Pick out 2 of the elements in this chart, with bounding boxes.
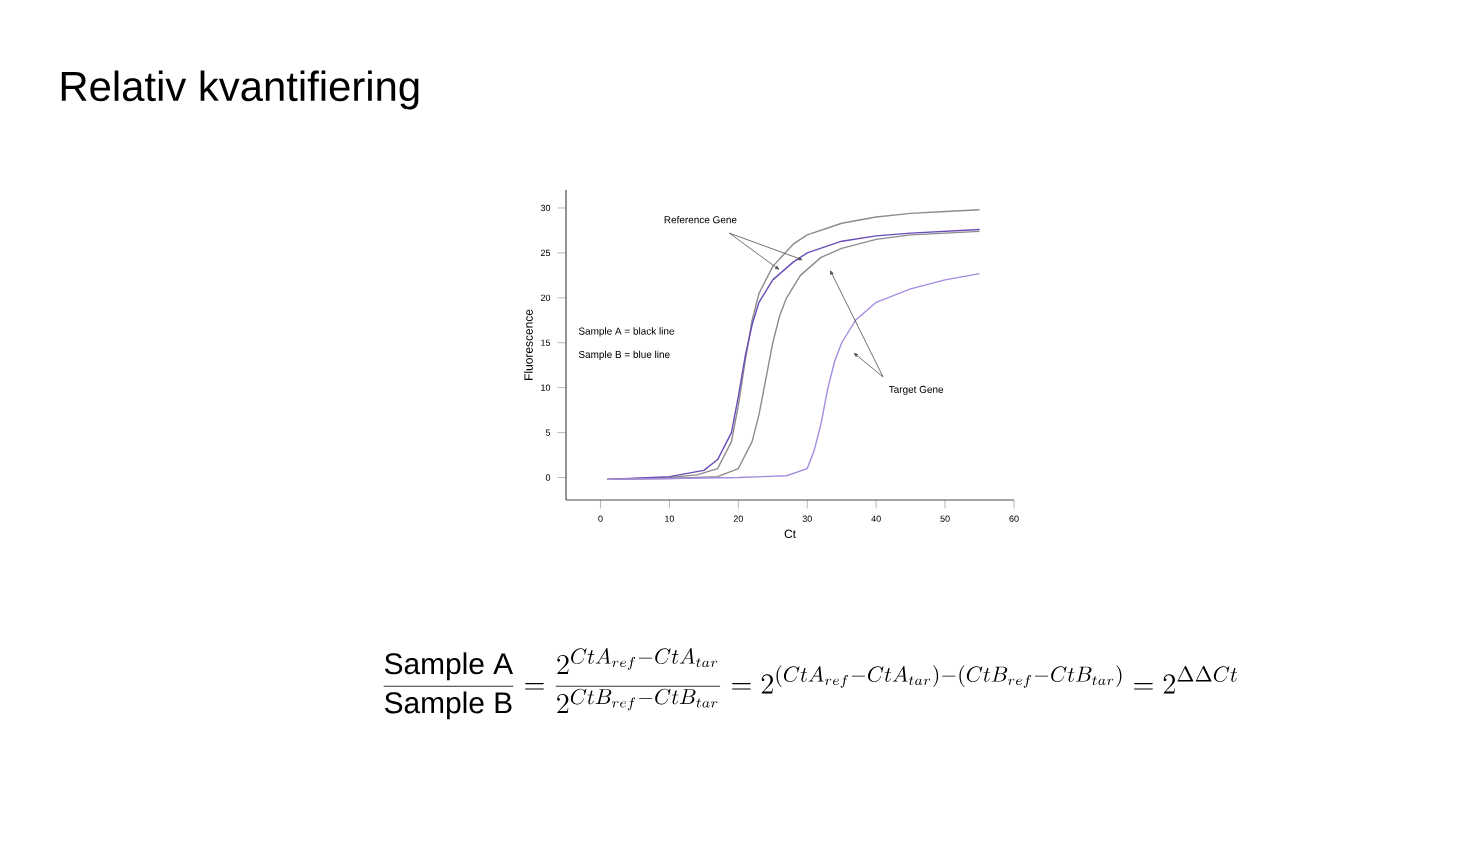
- text: $\frac{\mathrm{Sample\ A}}{\mathrm{Sample\ B}}=\frac{2^{CtA_{ref}-CtA_{tar}}}{2^{CtB_{ref}-CtB_{tar}}}=2^{(CtA_{ref}-CtA_{tar})-(CtB_{ref}-CtB_{tar})}=2^{\Delta\Delta Ct}$: [383, 647, 1238, 720]
- chart-title: Relativ kvantifiering: [61, 70, 419, 110]
